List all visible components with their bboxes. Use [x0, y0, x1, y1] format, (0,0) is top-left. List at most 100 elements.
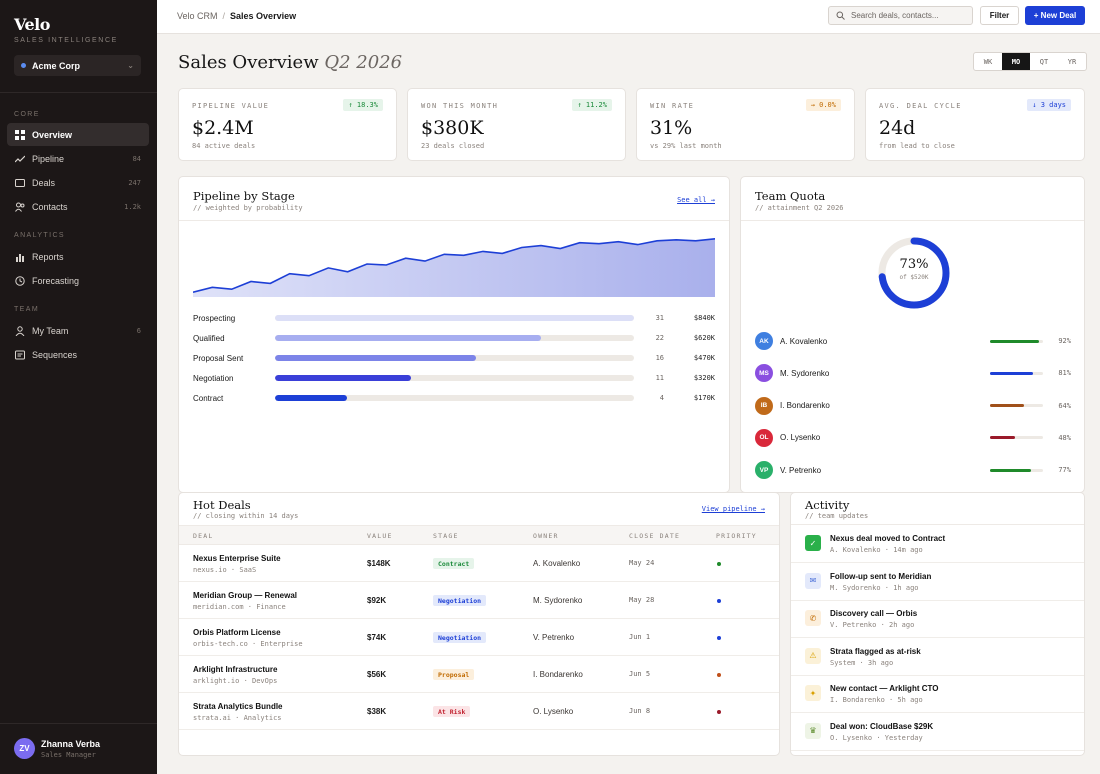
card-icon: [15, 178, 25, 188]
pipeline-subtitle: // weighted by probability: [193, 204, 303, 212]
brand-logo[interactable]: Velo: [14, 15, 50, 34]
sidebar-item-pipeline[interactable]: Pipeline 84: [7, 147, 149, 170]
pipeline-trend-chart: [193, 238, 715, 297]
kpi-card-win-rate[interactable]: WIN RATE → 0.0% 31% vs 29% last month: [636, 88, 855, 161]
priority-dot-icon: [717, 710, 721, 714]
range-option-mo[interactable]: MO: [1002, 53, 1030, 70]
deal-name[interactable]: Strata Analytics Bundle: [193, 702, 283, 711]
kpi-value: $2.4M: [192, 117, 254, 139]
column-header[interactable]: DEAL: [193, 532, 214, 540]
sidebar-item-count: 6: [136, 326, 141, 335]
deal-name[interactable]: Orbis Platform License: [193, 628, 281, 637]
stage-label: Negotiation: [193, 373, 234, 383]
activity-item[interactable]: ✉ Follow-up sent to Meridian M. Sydorenko …: [791, 563, 1084, 601]
range-option-wk[interactable]: WK: [983, 57, 993, 66]
quota-donut: [878, 237, 950, 309]
check-icon: ✓: [805, 535, 821, 551]
column-header[interactable]: VALUE: [367, 532, 393, 540]
stage-row[interactable]: Negotiation 11 $320K: [193, 372, 715, 384]
sidebar-item-count: 1.2k: [124, 202, 141, 211]
kpi-card-pipeline-value[interactable]: PIPELINE VALUE ↑ 18.3% $2.4M 84 active d…: [178, 88, 397, 161]
activity-subtitle: // team updates: [805, 512, 869, 520]
activity-meta: M. Sydorenko · 1h ago: [830, 583, 919, 592]
column-header[interactable]: OWNER: [533, 532, 559, 540]
workspace-name: Acme Corp: [32, 60, 81, 71]
stage-bar-fill: [275, 315, 634, 321]
quota-member-row[interactable]: VP V. Petrenko 77%: [755, 459, 1071, 481]
sidebar-item-my-team[interactable]: My Team 6: [7, 319, 149, 342]
table-header: DEAL VALUE STAGE OWNER CLOSE DATE PRIORI…: [179, 525, 779, 545]
stage-bar-track: [275, 335, 634, 341]
workspace-switcher[interactable]: Acme Corp ⌄: [14, 55, 141, 76]
quota-member-row[interactable]: OL O. Lysenko 48%: [755, 427, 1071, 449]
stage-row[interactable]: Contract 4 $170K: [193, 392, 715, 404]
activity-item[interactable]: ♛ Deal won: CloudBase $29K O. Lysenko · Ye…: [791, 713, 1084, 751]
filter-button[interactable]: Filter: [980, 6, 1019, 25]
deal-close-date: May 28: [629, 596, 655, 604]
kpi-label: PIPELINE VALUE: [192, 102, 270, 110]
new-deal-button[interactable]: + New Deal: [1025, 6, 1085, 25]
stage-bar-fill: [275, 375, 412, 381]
quota-member-row[interactable]: MS M. Sydorenko 81%: [755, 362, 1071, 384]
kpi-card-avg-deal-cycle[interactable]: AVG. DEAL CYCLE ↓ 3 days 24d from lead t…: [865, 88, 1085, 161]
sidebar-item-overview[interactable]: Overview: [7, 123, 149, 146]
table-row[interactable]: Strata Analytics Bundle strata.ai · Analy…: [179, 693, 779, 730]
search-icon: [836, 11, 845, 20]
sidebar-item-label: Reports: [32, 251, 64, 262]
sidebar-item-sequences[interactable]: Sequences: [7, 343, 149, 366]
sidebar-item-contacts[interactable]: Contacts 1.2k: [7, 195, 149, 218]
sidebar-item-deals[interactable]: Deals 247: [7, 171, 149, 194]
activity-item[interactable]: ✦ New contact — Arklight CTO I. Bondarenko…: [791, 675, 1084, 713]
sidebar-item-label: Overview: [32, 129, 73, 140]
stage-row[interactable]: Qualified 22 $620K: [193, 332, 715, 344]
table-row[interactable]: Arklight Infrastructure arklight.io · Dev…: [179, 656, 779, 693]
trend-line: [193, 238, 715, 293]
column-header[interactable]: STAGE: [433, 532, 459, 540]
stage-count: 16: [655, 354, 664, 362]
search-input[interactable]: Search deals, contacts...: [828, 6, 973, 25]
activity-item[interactable]: ✓ Nexus deal moved to Contract A. Kovalenk…: [791, 525, 1084, 563]
activity-item[interactable]: ⚠ Strata flagged as at-risk System · 3h ag…: [791, 638, 1084, 676]
quota-member-row[interactable]: AK A. Kovalenko 92%: [755, 330, 1071, 352]
range-option-qt[interactable]: QT: [1039, 57, 1049, 66]
kpi-card-won-this-month[interactable]: WON THIS MONTH ↑ 11.2% $380K 23 deals cl…: [407, 88, 626, 161]
quota-bar-track: [990, 404, 1043, 408]
see-all-link[interactable]: See all →: [677, 196, 715, 204]
sidebar-item-reports[interactable]: Reports: [7, 245, 149, 268]
column-header[interactable]: CLOSE DATE: [629, 532, 681, 540]
activity-item[interactable]: ✆ Discovery call — Orbis V. Petrenko · 2h …: [791, 600, 1084, 638]
stage-row[interactable]: Proposal Sent 16 $470K: [193, 352, 715, 364]
deal-name[interactable]: Nexus Enterprise Suite: [193, 554, 281, 563]
quota-percent: 73%: [899, 257, 929, 272]
sidebar-item-forecasting[interactable]: Forecasting: [7, 269, 149, 292]
user-profile[interactable]: ZV Zhanna Verba Sales Manager: [14, 738, 100, 759]
table-row[interactable]: Meridian Group — Renewal meridian.com · F…: [179, 582, 779, 619]
stage-amount: $170K: [693, 394, 715, 402]
sidebar-item-count: 84: [132, 154, 141, 163]
deal-owner: I. Bondarenko: [533, 670, 583, 679]
quota-member-row[interactable]: IB I. Bondarenko 64%: [755, 395, 1071, 417]
sidebar-divider: [0, 92, 157, 93]
sidebar-item-label: My Team: [32, 325, 69, 336]
activity-meta: I. Bondarenko · 5h ago: [830, 696, 923, 704]
column-header[interactable]: PRIORITY: [716, 532, 757, 540]
table-row[interactable]: Nexus Enterprise Suite nexus.io · SaaS $14…: [179, 545, 779, 582]
phone-icon: ✆: [805, 610, 821, 626]
deal-name[interactable]: Meridian Group — Renewal: [193, 591, 298, 600]
user-name: Zhanna Verba: [41, 738, 101, 749]
view-pipeline-link[interactable]: View pipeline →: [701, 505, 765, 513]
breadcrumb-root[interactable]: Velo CRM: [177, 11, 218, 21]
stage-row[interactable]: Prospecting 31 $840K: [193, 312, 715, 324]
activity-text: New contact — Arklight CTO: [830, 684, 939, 693]
stage-bar-track: [275, 395, 634, 401]
deal-close-date: Jun 8: [629, 707, 651, 715]
range-option-yr[interactable]: YR: [1067, 57, 1077, 66]
pipeline-title: Pipeline by Stage: [193, 189, 295, 203]
avatar: OL: [755, 428, 773, 447]
kpi-label: WON THIS MONTH: [421, 102, 499, 110]
deal-owner: A. Kovalenko: [533, 559, 581, 568]
deal-name[interactable]: Arklight Infrastructure: [193, 665, 278, 674]
deal-meta: strata.ai · Analytics: [193, 714, 282, 722]
quota-bar-track: [990, 339, 1043, 343]
table-row[interactable]: Orbis Platform License orbis-tech.co · En…: [179, 619, 779, 656]
